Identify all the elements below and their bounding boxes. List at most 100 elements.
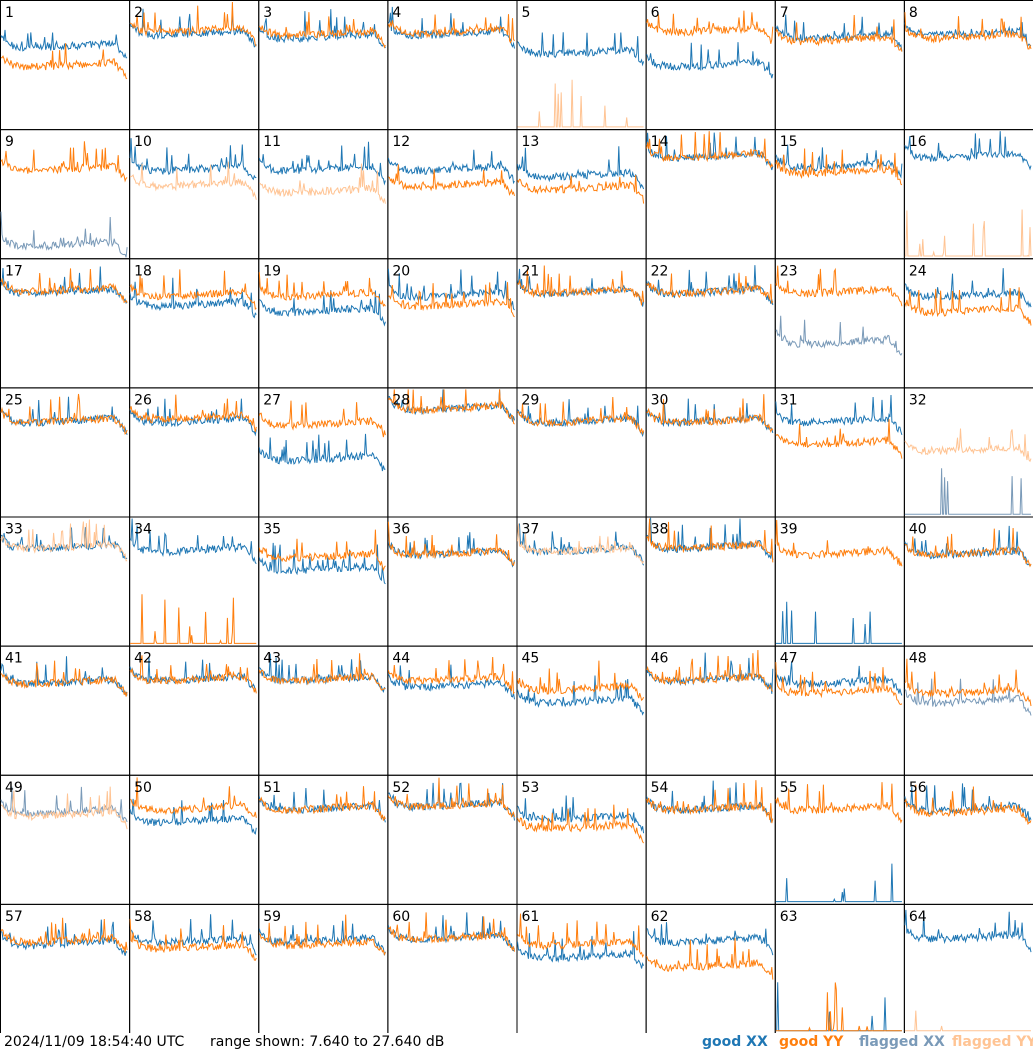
panel-label: 62: [651, 909, 669, 925]
panel-frame: [903, 0, 1033, 131]
series-yy-64: [904, 1010, 1031, 1032]
series-xx-23: [775, 315, 903, 356]
panel-label: 59: [263, 909, 281, 925]
panel-label: 45: [522, 651, 540, 667]
series-yy-32: [904, 428, 1032, 463]
series-xx-45: [517, 675, 645, 716]
panel-label: 20: [392, 263, 410, 279]
series-yy-20: [388, 282, 515, 318]
panel-label: 3: [263, 5, 272, 21]
panel-27: 27: [258, 387, 389, 518]
panel-39: 39: [774, 516, 905, 647]
panel-47: 47: [774, 645, 905, 776]
panel-label: 33: [5, 522, 23, 538]
series-xx-44: [387, 664, 515, 700]
panel-41: 41: [0, 645, 131, 776]
series-yy-52: [387, 777, 515, 818]
panel-10: 10: [129, 129, 260, 260]
series-yy-61: [517, 913, 645, 959]
panel-label: 1: [5, 5, 14, 21]
panel-28: 28: [387, 387, 518, 518]
panel-46: 46: [645, 645, 776, 776]
series-xx-10: [129, 138, 257, 181]
panel-label: 25: [5, 392, 23, 408]
series-yy-31: [775, 419, 903, 459]
series-xx-7: [775, 14, 903, 52]
panel-label: 18: [134, 263, 152, 279]
panel-label: 26: [134, 392, 152, 408]
panel-label: 8: [909, 5, 918, 21]
panel-label: 35: [263, 522, 281, 538]
series-xx-61: [517, 931, 645, 969]
panel-38: 38: [645, 516, 776, 647]
panel-44: 44: [387, 645, 518, 776]
series-xx-53: [517, 795, 645, 834]
panel-label: 16: [909, 134, 927, 150]
legend-flagged-xx: flagged XX: [859, 1034, 945, 1050]
series-yy-14: [646, 131, 774, 169]
panel-6: 6: [645, 0, 776, 131]
panel-label: 12: [392, 134, 410, 150]
series-xx-59: [258, 920, 386, 956]
series-xx-2: [129, 8, 257, 48]
panel-14: 14: [645, 129, 776, 260]
series-yy-46: [646, 649, 774, 692]
series-xx-56: [904, 783, 1032, 822]
series-yy-63: [775, 982, 902, 1032]
panel-label: 53: [522, 780, 540, 796]
series-xx-20: [387, 268, 515, 311]
panel-label: 5: [522, 5, 531, 21]
panel-36: 36: [387, 516, 518, 647]
series-xx-27: [258, 433, 386, 472]
series-yy-6: [646, 10, 774, 44]
series-yy-15: [775, 148, 903, 186]
panel-48: 48: [903, 645, 1033, 776]
panel-label: 37: [522, 522, 540, 538]
panel-59: 59: [258, 903, 389, 1033]
panel-31: 31: [774, 387, 905, 518]
series-yy-54: [646, 780, 774, 824]
panel-label: 23: [780, 263, 798, 279]
panel-label: 11: [263, 134, 281, 150]
series-xx-64: [904, 909, 1032, 953]
series-xx-40: [904, 525, 1032, 567]
panel-label: 61: [522, 909, 540, 925]
panel-label: 64: [909, 909, 927, 925]
panel-25: 25: [0, 387, 131, 518]
panel-5: 5: [516, 0, 647, 131]
series-xx-55: [775, 863, 902, 903]
series-xx-5: [517, 32, 645, 67]
series-xx-12: [387, 149, 515, 185]
panel-label: 49: [5, 780, 23, 796]
panel-63: 63: [774, 903, 905, 1033]
series-yy-60: [388, 912, 515, 952]
panel-22: 22: [645, 258, 776, 389]
series-yy-29: [517, 396, 645, 436]
panel-label: 19: [263, 263, 281, 279]
series-yy-24: [904, 287, 1032, 326]
series-yy-34: [130, 594, 257, 645]
series-yy-47: [775, 662, 903, 706]
series-yy-38: [646, 518, 774, 563]
series-yy-30: [646, 394, 774, 433]
panel-29: 29: [516, 387, 647, 518]
panel-label: 9: [5, 134, 14, 150]
panel-62: 62: [645, 903, 776, 1033]
series-xx-13: [517, 146, 645, 190]
panel-13: 13: [516, 129, 647, 260]
panel-label: 36: [392, 522, 410, 538]
panel-42: 42: [129, 645, 260, 776]
panel-frame: [903, 903, 1033, 1033]
series-yy-28: [387, 389, 515, 425]
panel-64: 64: [903, 903, 1033, 1033]
panel-frame: [258, 0, 389, 131]
panel-label: 55: [780, 780, 798, 796]
legend-flagged-yy: flagged YY: [952, 1034, 1033, 1050]
panel-label: 63: [780, 909, 798, 925]
series-xx-1: [0, 29, 128, 59]
panel-57: 57: [0, 903, 131, 1033]
series-yy-19: [258, 272, 386, 307]
panel-52: 52: [387, 774, 518, 905]
panel-20: 20: [387, 258, 518, 389]
